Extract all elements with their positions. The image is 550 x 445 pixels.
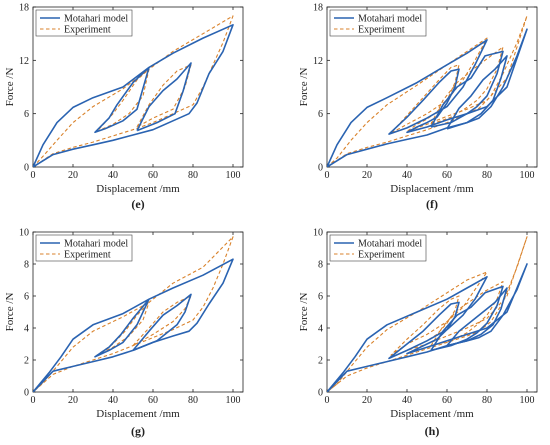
y-tick-label: 6 — [318, 109, 323, 120]
panel-caption: (h) — [425, 424, 440, 438]
x-tick-label: 40 — [108, 170, 118, 181]
y-tick-label: 0 — [24, 388, 29, 399]
x-tick-label: 80 — [188, 395, 198, 406]
y-tick-label: 2 — [24, 356, 29, 367]
chart-panel-h: 0 20 40 60 80 100 0 2 4 6 8 10 Displacement /mm Force… — [298, 228, 538, 438]
y-axis-label: Force /N — [298, 68, 310, 107]
y-tick-label: 12 — [19, 56, 29, 67]
y-tick-label: 10 — [19, 228, 29, 239]
y-tick-label: 4 — [318, 324, 323, 335]
x-tick-label: 0 — [31, 395, 36, 406]
plot-frame — [326, 6, 538, 168]
y-tick-label: 0 — [318, 388, 323, 399]
x-tick-label: 100 — [520, 395, 535, 406]
experiment-curve-loop-0 — [33, 15, 234, 167]
legend-label: Motahari model — [64, 239, 128, 250]
y-tick-label: 18 — [19, 3, 29, 14]
model-curve-loop-1 — [132, 293, 192, 352]
x-tick-label: 60 — [148, 395, 158, 406]
x-tick-label: 60 — [442, 170, 452, 181]
x-tick-label: 40 — [402, 395, 412, 406]
legend-label: Experiment — [64, 25, 111, 36]
x-tick-label: 0 — [325, 395, 330, 406]
model-curve-loop-0 — [327, 263, 528, 392]
x-tick-label: 20 — [68, 395, 78, 406]
experiment-curve-loop-1 — [430, 281, 504, 347]
x-tick-label: 0 — [325, 170, 330, 181]
y-tick-label: 0 — [318, 163, 323, 174]
x-tick-label: 100 — [226, 395, 241, 406]
x-tick-label: 80 — [482, 170, 492, 181]
x-tick-label: 100 — [520, 170, 535, 181]
panel-caption: (e) — [131, 197, 144, 211]
x-tick-label: 80 — [188, 170, 198, 181]
y-tick-label: 18 — [313, 3, 323, 14]
legend-label: Motahari model — [358, 14, 422, 25]
chart-panel-f: 0 20 40 60 80 100 0 6 12 18 Displacement /mm Force … — [298, 3, 538, 211]
panel-caption: (f) — [426, 197, 438, 211]
experiment-curve-loop-1 — [132, 295, 192, 347]
y-tick-label: 6 — [24, 109, 29, 120]
legend-label: Experiment — [358, 25, 405, 36]
legend-box — [329, 234, 427, 262]
chart-panel-e: 0 20 40 60 80 100 0 6 12 18 Displacement /mm Force … — [4, 3, 244, 211]
legend-label: Experiment — [358, 250, 405, 261]
legend-box — [35, 9, 133, 37]
experiment-curve-loop-1 — [430, 46, 504, 125]
y-tick-label: 0 — [24, 163, 29, 174]
plot-frame — [326, 231, 538, 393]
y-tick-label: 8 — [24, 260, 29, 271]
x-tick-label: 20 — [68, 170, 78, 181]
model-curve-loop-1 — [136, 62, 192, 132]
model-curve-loop-2 — [446, 287, 508, 347]
model-curve-loop-0 — [33, 24, 234, 167]
experiment-curve-loop-1 — [136, 64, 192, 128]
model-curve-loop-0 — [327, 28, 528, 167]
x-tick-label: 40 — [402, 170, 412, 181]
y-tick-label: 12 — [313, 56, 323, 67]
model-curve-loop-2 — [446, 55, 508, 130]
plot-frame — [32, 6, 244, 168]
y-axis-label: Force /N — [4, 293, 16, 332]
y-axis-label: Force /N — [298, 293, 310, 332]
x-tick-label: 0 — [31, 170, 36, 181]
legend-box — [35, 234, 133, 262]
x-tick-label: 60 — [148, 170, 158, 181]
x-axis-label: Displacement /mm — [390, 408, 474, 420]
x-axis-label: Displacement /mm — [390, 183, 474, 195]
x-axis-label: Displacement /mm — [96, 183, 180, 195]
x-tick-label: 20 — [362, 395, 372, 406]
y-tick-label: 10 — [313, 228, 323, 239]
x-axis-label: Displacement /mm — [96, 408, 180, 420]
x-tick-label: 20 — [362, 170, 372, 181]
x-tick-label: 80 — [482, 395, 492, 406]
legend-label: Motahari model — [358, 239, 422, 250]
experiment-curve-loop-0 — [327, 236, 528, 392]
legend-box — [329, 9, 427, 37]
legend-label: Motahari model — [64, 14, 128, 25]
y-tick-label: 8 — [318, 260, 323, 271]
chart-panel-g: 0 20 40 60 80 100 0 2 4 6 8 10 Displacement /mm Force… — [4, 228, 244, 438]
x-tick-label: 60 — [442, 395, 452, 406]
y-tick-label: 2 — [318, 356, 323, 367]
x-tick-label: 100 — [226, 170, 241, 181]
legend-label: Experiment — [64, 250, 111, 261]
panel-caption: (g) — [131, 424, 145, 438]
plot-frame — [32, 231, 244, 393]
y-tick-label: 4 — [24, 324, 29, 335]
y-axis-label: Force /N — [4, 68, 16, 107]
y-tick-label: 6 — [24, 292, 29, 303]
model-curve-loop-0 — [33, 258, 234, 392]
model-curve-loop-1 — [430, 50, 504, 128]
x-tick-label: 40 — [108, 395, 118, 406]
y-tick-label: 6 — [318, 292, 323, 303]
